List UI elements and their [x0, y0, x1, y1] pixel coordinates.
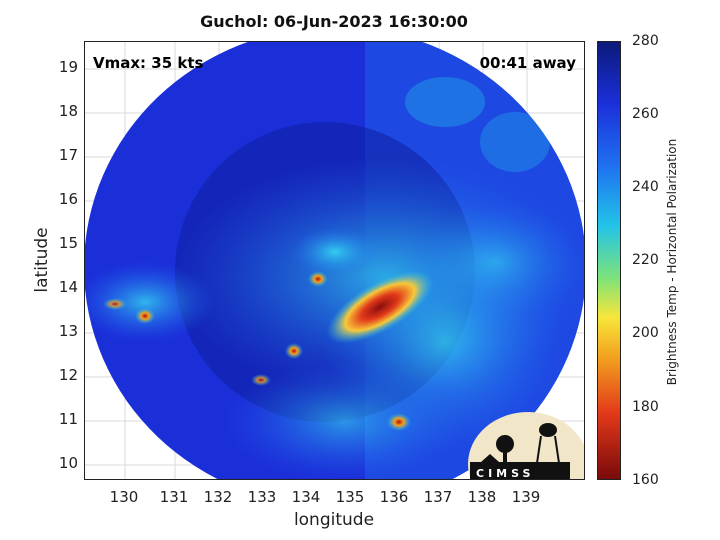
time-away-label: 00:41 away	[479, 54, 576, 72]
colorbar	[597, 41, 621, 480]
y-tick-label: 15	[58, 234, 78, 252]
cimss-logo: CIMSS	[468, 412, 584, 480]
y-tick-label: 11	[58, 410, 78, 428]
y-tick-label: 16	[58, 190, 78, 208]
x-axis-label: longitude	[293, 510, 375, 530]
x-tick-label: 137	[423, 488, 453, 506]
colorbar-tick-label: 280	[632, 33, 659, 49]
vmax-label: Vmax: 35 kts	[93, 54, 204, 72]
x-tick-label: 130	[109, 488, 139, 506]
colorbar-tick-label: 180	[632, 399, 659, 415]
x-tick-label: 134	[291, 488, 321, 506]
y-tick-label: 19	[58, 58, 78, 76]
y-tick-label: 17	[58, 146, 78, 164]
x-tick-label: 138	[467, 488, 497, 506]
colorbar-tick-label: 160	[632, 472, 659, 488]
swath-map: CIMSS Vmax: 35 kts 00:41 away	[84, 41, 585, 480]
map-title: Guchol: 06-Jun-2023 16:30:00	[200, 12, 468, 31]
colorbar-tick-label: 200	[632, 325, 659, 341]
x-tick-label: 136	[379, 488, 409, 506]
colorbar-label: Brightness Temp - Horizontal Polarizatio…	[665, 138, 679, 386]
y-tick-label: 10	[58, 454, 78, 472]
swath-image: CIMSS	[85, 42, 584, 480]
colorbar-tick-label: 260	[632, 106, 659, 122]
brightness-swath	[85, 42, 584, 479]
x-tick-label: 135	[335, 488, 365, 506]
x-tick-label: 131	[159, 488, 189, 506]
x-tick-label: 139	[511, 488, 541, 506]
cimss-logo-text: CIMSS	[476, 467, 534, 480]
colorbar-tick-label: 240	[632, 179, 659, 195]
x-tick-label: 132	[203, 488, 233, 506]
y-tick-label: 13	[58, 322, 78, 340]
y-tick-label: 18	[58, 102, 78, 120]
y-tick-label: 12	[58, 366, 78, 384]
y-tick-label: 14	[58, 278, 78, 296]
y-axis-label: latitude	[32, 227, 52, 293]
colorbar-tick-label: 220	[632, 252, 659, 268]
x-tick-label: 133	[247, 488, 277, 506]
